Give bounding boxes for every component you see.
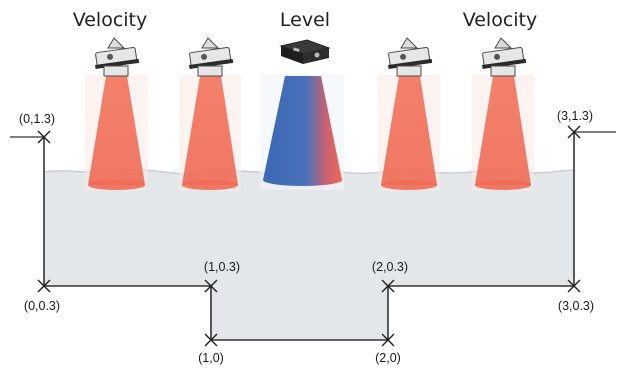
vertex-label-3-0.3: (3,0.3) (558, 299, 594, 313)
channel-outline (43, 132, 575, 341)
velocity-beam-2 (179, 75, 241, 191)
vertex-label-1-0: (1,0) (198, 351, 224, 365)
vertex-label-0-0.3: (0,0.3) (24, 299, 60, 313)
vertex-marker-1-0 (204, 333, 218, 347)
vertex-label-3-1.3: (3,1.3) (557, 109, 593, 123)
velocity-sensor-icon (189, 37, 234, 77)
heading-level: Level (280, 9, 330, 31)
heading-velocity-left: Velocity (73, 9, 148, 31)
vertex-marker-2-0 (381, 333, 395, 347)
velocity-beam-4 (472, 75, 534, 191)
velocity-beam-1 (85, 75, 148, 191)
velocity-beam-3 (378, 75, 440, 191)
velocity-sensor-icon (482, 37, 527, 77)
vertex-marker-3-1.3 (567, 125, 581, 139)
vertex-marker-0-1.3 (37, 130, 51, 144)
vertex-marker-1-0.3 (204, 279, 218, 293)
level-sensor-icon (279, 39, 331, 64)
velocity-sensor-icon (95, 37, 140, 77)
vertex-label-1-0.3: (1,0.3) (204, 260, 240, 274)
velocity-sensor-icon (388, 37, 433, 77)
vertex-marker-0-0.3 (37, 279, 51, 293)
vertex-marker-2-0.3 (381, 279, 395, 293)
heading-velocity-right: Velocity (463, 9, 538, 31)
vertex-markers (37, 125, 581, 347)
vertex-label-2-0: (2,0) (375, 351, 401, 365)
vertex-label-0-1.3: (0,1.3) (19, 112, 55, 126)
vertex-marker-3-0.3 (567, 279, 581, 293)
vertex-label-2-0.3: (2,0.3) (372, 260, 408, 274)
level-beam (260, 74, 344, 190)
water-body (44, 169, 574, 340)
beam-group (85, 74, 534, 191)
